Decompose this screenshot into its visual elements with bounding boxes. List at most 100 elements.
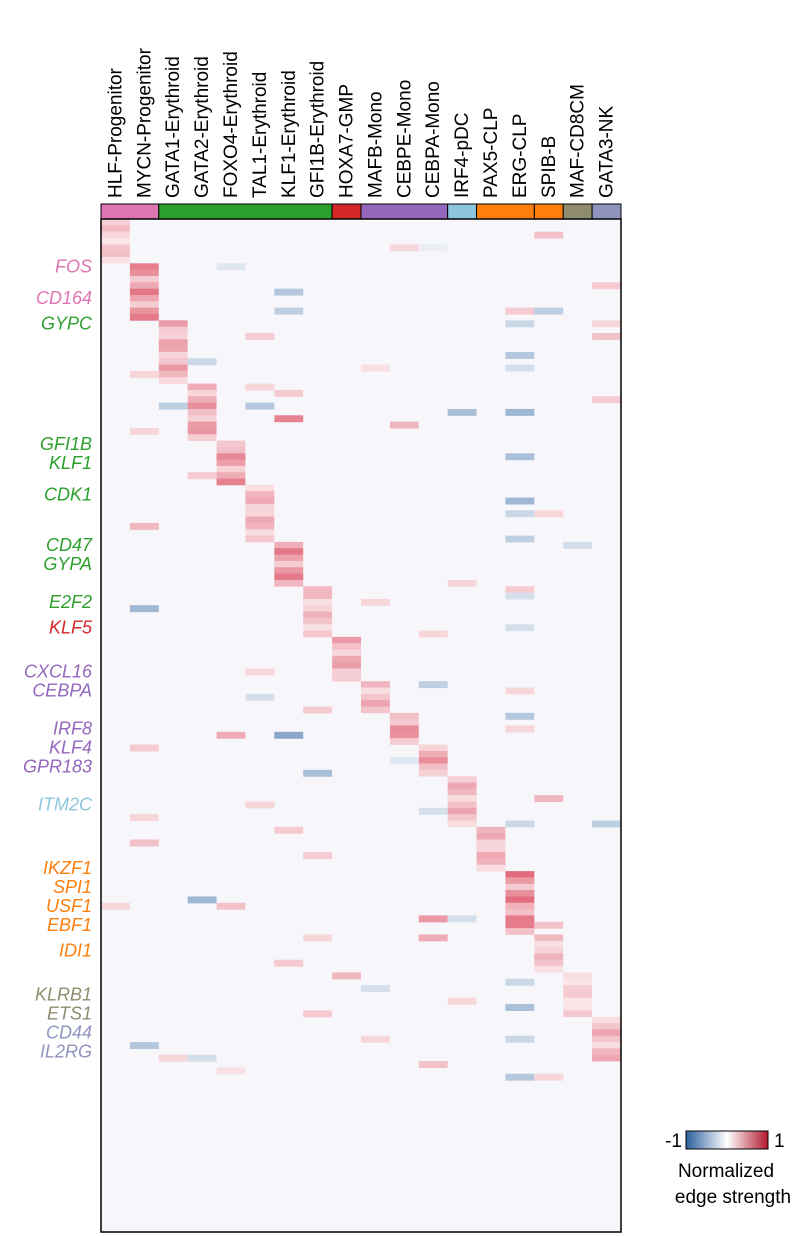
column-label: CEBPA-Mono bbox=[423, 81, 444, 198]
heatmap-cell bbox=[361, 1035, 390, 1043]
heatmap-cell bbox=[245, 516, 275, 524]
heatmap-cell bbox=[332, 662, 361, 669]
group-bar-segment bbox=[447, 203, 478, 220]
column-label: GFI1B-Erythroid bbox=[308, 61, 329, 198]
heatmap-cell bbox=[505, 351, 535, 359]
group-bar-segment bbox=[158, 203, 333, 220]
heatmap-cell bbox=[505, 978, 535, 986]
heatmap-cell bbox=[418, 757, 448, 764]
heatmap-cell bbox=[563, 991, 593, 999]
heatmap-cell bbox=[332, 674, 361, 682]
row-gene-label: E2F2 bbox=[49, 592, 92, 612]
heatmap-cell bbox=[592, 1042, 621, 1049]
heatmap-cell bbox=[245, 668, 275, 676]
colorbar-min-label: -1 bbox=[665, 1131, 682, 1152]
heatmap-cell bbox=[361, 598, 390, 606]
heatmap-cell bbox=[389, 738, 419, 745]
heatmap-cell bbox=[245, 503, 275, 511]
heatmap-cell bbox=[505, 320, 535, 328]
heatmap-cell bbox=[245, 484, 275, 492]
row-gene-label: GFI1B bbox=[40, 434, 92, 454]
heatmap-cell bbox=[274, 288, 304, 296]
heatmap-cell bbox=[505, 307, 535, 315]
heatmap-cell bbox=[447, 408, 477, 416]
heatmap-cell bbox=[534, 966, 564, 973]
heatmap-cell bbox=[361, 700, 390, 707]
row-gene-label: CD47 bbox=[46, 535, 93, 555]
row-gene-label: KLRB1 bbox=[35, 985, 92, 1005]
heatmap-cell bbox=[303, 706, 333, 714]
heatmap-cell bbox=[505, 364, 535, 372]
heatmap-cell bbox=[534, 921, 564, 929]
heatmap-cell bbox=[158, 1054, 188, 1062]
heatmap-cell bbox=[245, 332, 275, 340]
heatmap-cell bbox=[245, 510, 275, 517]
heatmap-cell bbox=[101, 231, 130, 239]
heatmap-cell bbox=[303, 624, 333, 631]
heatmap-cell bbox=[158, 370, 188, 378]
heatmap-cell bbox=[476, 845, 506, 853]
heatmap-cell bbox=[592, 1035, 621, 1043]
group-bar-segment bbox=[100, 203, 160, 220]
row-gene-label: IRF8 bbox=[53, 719, 92, 739]
group-bar-segment bbox=[360, 203, 449, 220]
heatmap-cell bbox=[389, 712, 419, 720]
heatmap-cell bbox=[129, 370, 159, 378]
heatmap-cell bbox=[389, 421, 419, 429]
column-label: GATA1-Erythroid bbox=[163, 56, 184, 198]
legend-title-line2: edge strength bbox=[675, 1187, 791, 1208]
heatmap-cell bbox=[129, 269, 159, 277]
heatmap-cell bbox=[361, 985, 390, 993]
row-gene-label: KLF4 bbox=[49, 738, 92, 758]
row-gene-label: CDK1 bbox=[44, 484, 92, 504]
row-gene-label: KLF1 bbox=[49, 453, 92, 473]
heatmap-cell bbox=[101, 256, 130, 264]
heatmap-cell bbox=[101, 237, 130, 245]
heatmap-cell bbox=[245, 383, 275, 391]
heatmap-cell bbox=[274, 307, 304, 315]
group-bar-segment bbox=[331, 203, 362, 220]
heatmap-frame bbox=[100, 218, 622, 1233]
heatmap-cell bbox=[129, 313, 159, 321]
heatmap-cell bbox=[216, 263, 246, 271]
heatmap-cell bbox=[274, 573, 304, 581]
heatmap-cell bbox=[418, 750, 448, 758]
heatmap-cell bbox=[563, 985, 593, 992]
heatmap-cell bbox=[303, 611, 333, 619]
heatmap-cell bbox=[563, 978, 593, 986]
heatmap-cell bbox=[129, 744, 159, 752]
heatmap-cell bbox=[563, 997, 593, 1005]
heatmap-cell bbox=[187, 415, 217, 422]
column-label: SPIB-B bbox=[539, 136, 560, 198]
heatmap-cell bbox=[303, 617, 333, 625]
heatmap-cell bbox=[534, 1073, 564, 1081]
heatmap-cell bbox=[216, 465, 246, 473]
heatmap-cell bbox=[129, 275, 159, 283]
heatmap-cell bbox=[447, 814, 477, 821]
heatmap-cell bbox=[534, 231, 564, 239]
heatmap-cell bbox=[101, 225, 130, 233]
row-gene-label: ETS1 bbox=[47, 1004, 92, 1024]
heatmap-cell bbox=[274, 567, 304, 574]
heatmap-cell bbox=[129, 522, 159, 530]
heatmap-cell bbox=[332, 636, 361, 644]
column-label: MYCN-Progenitor bbox=[134, 47, 155, 198]
heatmap-cell bbox=[592, 1023, 621, 1030]
row-gene-label: CD44 bbox=[46, 1023, 92, 1043]
heatmap-cell bbox=[447, 776, 477, 783]
heatmap-cell bbox=[534, 947, 564, 954]
heatmap-cell bbox=[187, 1054, 217, 1062]
heatmap-cell bbox=[332, 655, 361, 663]
heatmap-cell bbox=[245, 693, 275, 701]
heatmap-cell bbox=[361, 693, 390, 701]
heatmap-cell bbox=[447, 579, 477, 587]
heatmap-cell bbox=[418, 244, 448, 252]
heatmap-cell bbox=[505, 1004, 535, 1012]
heatmap-cell bbox=[505, 687, 535, 695]
heatmap-cell bbox=[447, 788, 477, 796]
row-gene-label: USF1 bbox=[46, 896, 92, 916]
heatmap-cell bbox=[505, 408, 535, 416]
row-gene-label: GPR183 bbox=[23, 757, 92, 777]
heatmap-cell bbox=[101, 250, 130, 258]
heatmap-cell bbox=[303, 769, 333, 777]
